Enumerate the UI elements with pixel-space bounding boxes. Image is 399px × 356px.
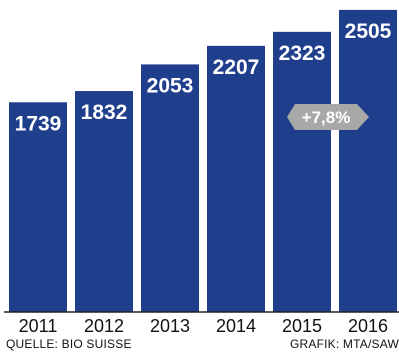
source-label: QUELLE: BIO SUISSE bbox=[6, 337, 132, 351]
growth-badge-label: +7,8% bbox=[302, 108, 351, 127]
bar-2011 bbox=[9, 102, 67, 312]
value-label-2016: 2505 bbox=[345, 20, 392, 43]
growth-badge-shape bbox=[287, 104, 369, 130]
value-label-2013: 2053 bbox=[147, 74, 194, 97]
value-label-2014: 2207 bbox=[213, 56, 260, 79]
value-label-2015: 2323 bbox=[279, 42, 326, 65]
x-tick-labels-group: 2011 2012 2013 2014 2015 2016 bbox=[19, 316, 388, 336]
bar-2016 bbox=[339, 9, 397, 312]
x-tick-2012: 2012 bbox=[84, 316, 124, 336]
x-tick-2015: 2015 bbox=[282, 316, 322, 336]
bar-2015 bbox=[273, 31, 331, 313]
bar-2014 bbox=[207, 45, 265, 312]
bar-2013 bbox=[141, 64, 199, 312]
x-tick-2013: 2013 bbox=[150, 316, 190, 336]
credit-label: GRAFIK: MTA/SAW bbox=[289, 337, 399, 351]
x-tick-2011: 2011 bbox=[19, 316, 58, 336]
bar-2012 bbox=[75, 91, 133, 313]
x-tick-2016: 2016 bbox=[348, 316, 388, 336]
bars-group bbox=[9, 9, 397, 313]
value-labels-group: 1739 1832 2053 2207 2323 2505 bbox=[15, 20, 392, 135]
value-label-2012: 1832 bbox=[81, 101, 128, 124]
x-tick-2014: 2014 bbox=[216, 316, 256, 336]
growth-badge: +7,8% bbox=[287, 104, 369, 130]
value-label-2011: 1739 bbox=[15, 112, 62, 135]
